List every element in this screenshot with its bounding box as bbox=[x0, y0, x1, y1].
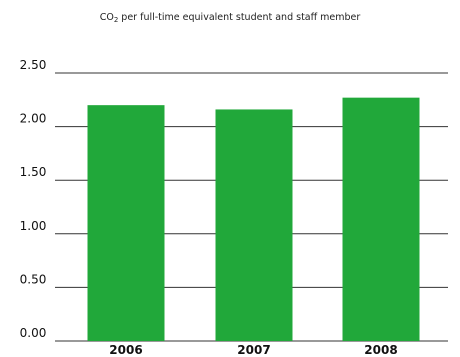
bars bbox=[87, 97, 420, 341]
chart-title: CO2 per full-time equivalent student and… bbox=[100, 12, 361, 24]
y-tick-label: 2.50 bbox=[20, 58, 47, 72]
x-category-label: 2006 bbox=[109, 343, 142, 357]
bar-2008 bbox=[342, 97, 420, 341]
x-category-label: 2007 bbox=[237, 343, 270, 357]
chart-title-subscript: 2 bbox=[114, 16, 118, 24]
chart-title-main: CO bbox=[100, 12, 114, 23]
y-axis-tick-labels: 0.00 0.50 1.00 1.50 2.00 2.50 bbox=[20, 58, 47, 340]
chart-title-rest: per full-time equivalent student and sta… bbox=[118, 12, 360, 23]
y-tick-label: 2.00 bbox=[20, 112, 47, 126]
x-category-label: 2008 bbox=[364, 343, 397, 357]
y-tick-label: 0.50 bbox=[20, 272, 47, 286]
x-axis-category-labels: 2006 2007 2008 bbox=[109, 343, 397, 357]
bar-2006 bbox=[87, 105, 165, 341]
y-tick-label: 1.50 bbox=[20, 165, 47, 179]
y-tick-label: 1.00 bbox=[20, 219, 47, 233]
bar-2007 bbox=[215, 109, 293, 341]
y-tick-label: 0.00 bbox=[20, 326, 47, 340]
